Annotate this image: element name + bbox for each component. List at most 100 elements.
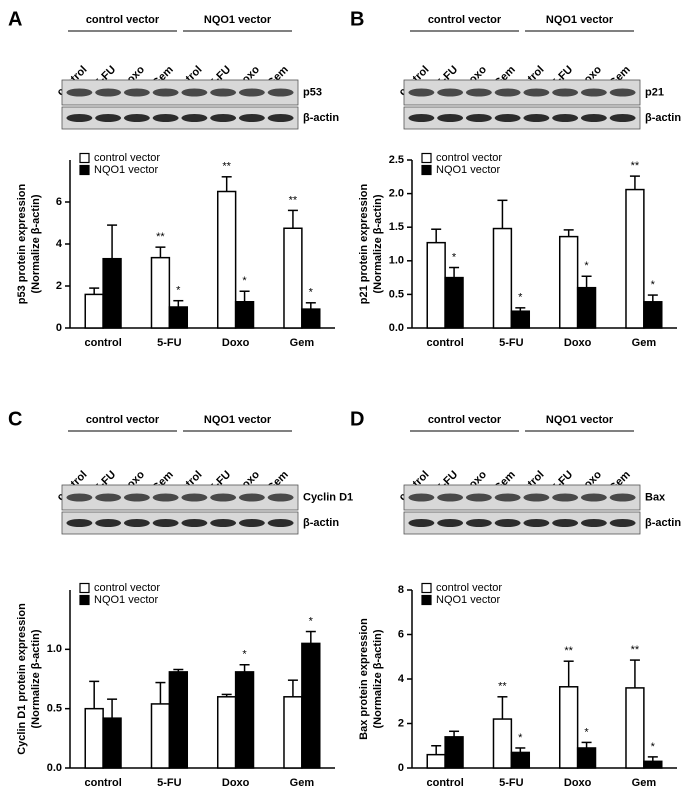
bar (283, 227, 303, 329)
blot-band (523, 88, 550, 97)
y-axis-label: (Normalize β-actin) (30, 629, 42, 728)
blot-band (123, 519, 150, 527)
protein-label: β-actin (645, 517, 681, 529)
legend-label: control vector (94, 152, 160, 164)
significance-label: * (518, 292, 523, 304)
significance-label: * (651, 279, 656, 291)
blot-band (267, 88, 294, 97)
y-axis-label: (Normalize β-actin) (30, 194, 42, 293)
blot-band (437, 493, 464, 502)
blot-band (580, 114, 607, 122)
blot-band (66, 114, 93, 122)
y-tick-label: 0.0 (389, 322, 404, 334)
bar (301, 308, 321, 329)
bar (643, 301, 663, 329)
blot-strip (61, 106, 299, 130)
group-label: control vector (86, 414, 160, 426)
legend-label: control vector (436, 582, 502, 594)
bar (168, 671, 189, 769)
blot-band (152, 519, 179, 527)
y-axis-label: Bax protein expression (358, 618, 370, 740)
panel-letter: A (8, 8, 22, 30)
blot-band (95, 114, 122, 122)
bar (643, 760, 663, 769)
y-axis-label: (Normalize β-actin) (372, 194, 384, 293)
significance-label: ** (289, 194, 298, 206)
panel-letter: D (350, 408, 364, 430)
blot-strip (61, 511, 299, 535)
blot-band (238, 493, 265, 502)
significance-label: ** (631, 644, 640, 656)
blot-band (181, 493, 208, 502)
protein-label: Bax (645, 491, 666, 503)
blot-band (267, 519, 294, 527)
blot-band (123, 88, 150, 97)
blot-band (210, 114, 237, 122)
legend-label: NQO1 vector (94, 164, 159, 176)
group-label: NQO1 vector (546, 414, 614, 426)
bar (444, 276, 464, 329)
blot-band (552, 114, 579, 122)
x-tick-label: Doxo (564, 337, 592, 349)
blot-band (465, 519, 492, 527)
legend-swatch (421, 582, 432, 594)
significance-label: ** (498, 681, 507, 693)
blot-band (609, 88, 636, 97)
panel-letter: C (8, 408, 22, 430)
bar (558, 686, 579, 769)
x-tick-label: Doxo (222, 777, 250, 789)
y-tick-label: 0 (398, 762, 404, 774)
bar (510, 751, 531, 769)
x-tick-label: control (426, 777, 463, 789)
blot-band (494, 114, 521, 122)
blot-strip (403, 106, 641, 130)
legend-label: control vector (94, 582, 160, 594)
y-tick-label: 2.0 (389, 188, 404, 200)
x-tick-label: control (84, 337, 121, 349)
bar (492, 227, 513, 329)
blot-band (523, 519, 550, 527)
blot-band (552, 519, 579, 527)
panel-letter: B (350, 8, 364, 30)
blot-band (238, 114, 265, 122)
y-tick-label: 4 (398, 673, 405, 685)
legend-swatch (79, 594, 90, 606)
blot-band (238, 519, 265, 527)
significance-label: ** (564, 645, 573, 657)
y-tick-label: 1.5 (389, 221, 404, 233)
significance-label: * (309, 615, 314, 627)
blot-band (95, 88, 122, 97)
bar (216, 190, 237, 329)
blot-band (494, 493, 521, 502)
blot-band (123, 114, 150, 122)
legend-label: control vector (436, 152, 502, 164)
blot-band (552, 493, 579, 502)
y-tick-label: 4 (56, 238, 63, 250)
blot-band (210, 519, 237, 527)
significance-label: ** (631, 160, 640, 172)
legend-label: NQO1 vector (94, 594, 159, 606)
significance-label: * (584, 726, 589, 738)
blot-band (181, 519, 208, 527)
x-tick-label: Doxo (222, 337, 250, 349)
y-tick-label: 0 (56, 322, 62, 334)
significance-label: * (452, 251, 457, 263)
bar (510, 310, 531, 329)
bar (576, 286, 597, 329)
significance-label: * (651, 741, 656, 753)
protein-label: p53 (303, 86, 322, 98)
blot-band (494, 519, 521, 527)
group-label: NQO1 vector (204, 414, 272, 426)
significance-label: * (309, 287, 314, 299)
bar (625, 687, 645, 769)
y-tick-label: 2 (56, 280, 62, 292)
blot-band (437, 114, 464, 122)
blot-band (181, 114, 208, 122)
legend-swatch (421, 164, 432, 176)
y-tick-label: 0.5 (47, 703, 62, 715)
legend-label: NQO1 vector (436, 164, 501, 176)
legend-swatch (79, 152, 90, 164)
blot-band (66, 519, 93, 527)
